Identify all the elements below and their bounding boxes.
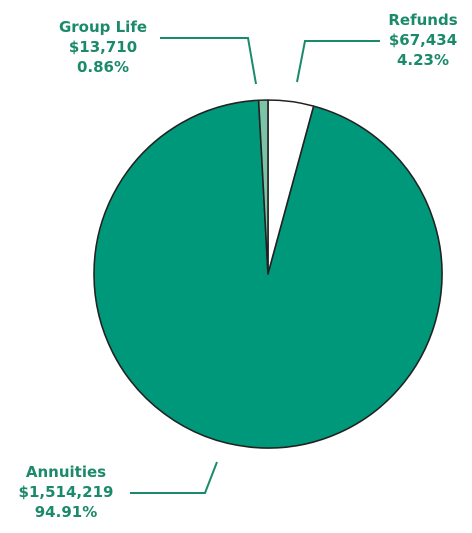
slice-percent: 94.91% <box>34 503 98 521</box>
leader-lines <box>130 37 380 494</box>
slice-value: $13,710 <box>68 38 138 56</box>
leader-line-group-life <box>160 37 257 85</box>
slice-label-refunds: Refunds $67,434 4.23% <box>380 10 466 70</box>
slice-name: Annuities <box>25 463 107 481</box>
slice-percent: 4.23% <box>396 51 450 69</box>
leader-line-annuities <box>130 461 218 494</box>
leader-line-refunds <box>296 40 380 83</box>
slice-percent: 0.86% <box>76 58 130 76</box>
slice-name: Group Life <box>58 18 148 36</box>
slice-label-group-life: Group Life $13,710 0.86% <box>44 17 162 77</box>
pie-slices <box>93 99 443 449</box>
slice-label-annuities: Annuities $1,514,219 94.91% <box>4 462 128 522</box>
slice-name: Refunds <box>388 11 458 29</box>
pie-slice-group-life <box>257 99 269 275</box>
slice-value: $67,434 <box>388 31 458 49</box>
slice-value: $1,514,219 <box>18 483 114 501</box>
